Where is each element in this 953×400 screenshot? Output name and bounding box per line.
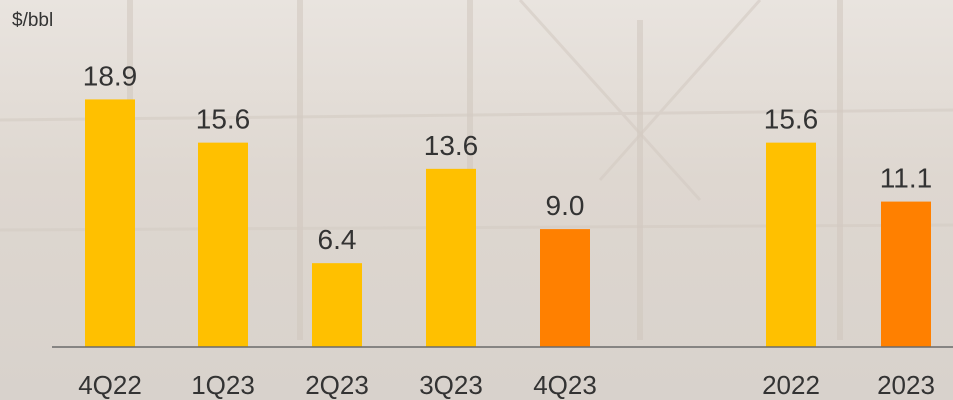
x-tick-label-4Q22: 4Q22 <box>78 370 142 400</box>
bar-2Q23 <box>312 263 362 347</box>
bar-1Q23 <box>198 142 248 347</box>
data-label-2023: 11.1 <box>880 163 932 194</box>
bar-4Q23 <box>540 229 590 347</box>
x-tick-label-1Q23: 1Q23 <box>191 370 255 400</box>
x-tick-label-2022: 2022 <box>762 370 820 400</box>
data-label-1Q23: 15.6 <box>196 104 251 135</box>
data-label-4Q23: 9.0 <box>546 190 585 221</box>
data-label-3Q23: 13.6 <box>424 130 479 161</box>
data-label-4Q22: 18.9 <box>83 60 138 91</box>
bar-4Q22 <box>85 99 135 347</box>
bar-3Q23 <box>426 168 476 347</box>
x-tick-label-3Q23: 3Q23 <box>419 370 483 400</box>
bar-2022 <box>766 142 816 347</box>
data-label-2Q23: 6.4 <box>318 224 357 255</box>
x-tick-label-2Q23: 2Q23 <box>305 370 369 400</box>
data-label-2022: 15.6 <box>764 104 819 135</box>
x-tick-label-2023: 2023 <box>877 370 935 400</box>
y-unit-label: $/bbl <box>12 10 54 31</box>
x-tick-label-4Q23: 4Q23 <box>533 370 597 400</box>
bar-2023 <box>881 201 931 347</box>
